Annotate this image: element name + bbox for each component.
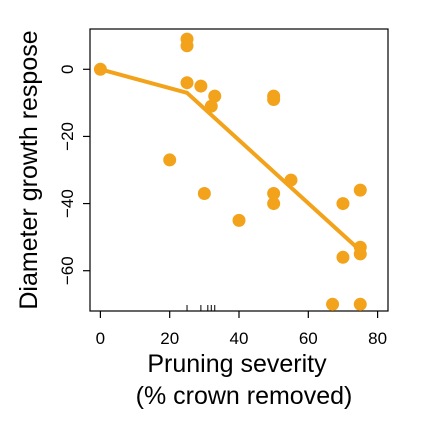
x-tick-label: 40 xyxy=(230,329,249,348)
y-tick-label: −40 xyxy=(58,189,77,218)
y-axis-title: Diameter growth respose xyxy=(15,30,43,309)
x-tick-label: 20 xyxy=(160,329,179,348)
data-point xyxy=(284,173,298,187)
x-tick-label: 80 xyxy=(368,329,387,348)
data-point xyxy=(336,250,350,264)
data-point xyxy=(208,89,222,103)
x-axis-subtitle: (% crown removed) xyxy=(136,382,353,410)
data-point xyxy=(163,153,177,167)
y-tick-label: −20 xyxy=(58,122,77,151)
x-axis-ticks: 0 20 40 60 80 xyxy=(96,311,387,348)
data-point xyxy=(353,183,367,197)
data-point xyxy=(267,197,281,211)
y-axis-ticks: 0 −20 −40 −60 xyxy=(58,65,90,285)
data-point xyxy=(353,297,367,311)
fit-line-group xyxy=(98,67,363,253)
data-point xyxy=(197,187,211,200)
x-axis-title: Pruning severity xyxy=(147,350,327,378)
data-point xyxy=(353,247,367,261)
y-tick-label: −60 xyxy=(58,256,77,285)
data-point xyxy=(194,79,208,93)
plot-frame xyxy=(89,28,389,312)
x-tick-label: 0 xyxy=(96,329,105,348)
x-tick-label: 60 xyxy=(299,329,318,348)
data-point xyxy=(180,76,194,90)
fit-line xyxy=(98,67,363,253)
data-point xyxy=(204,99,218,113)
data-point xyxy=(326,297,340,311)
data-point xyxy=(232,213,246,227)
x-rug-marks xyxy=(186,305,216,311)
data-point xyxy=(336,197,350,211)
data-point xyxy=(267,93,281,106)
data-points xyxy=(93,32,367,311)
data-point xyxy=(180,39,194,53)
y-tick-label: 0 xyxy=(58,65,77,74)
data-point xyxy=(267,187,281,200)
data-point xyxy=(93,62,107,76)
